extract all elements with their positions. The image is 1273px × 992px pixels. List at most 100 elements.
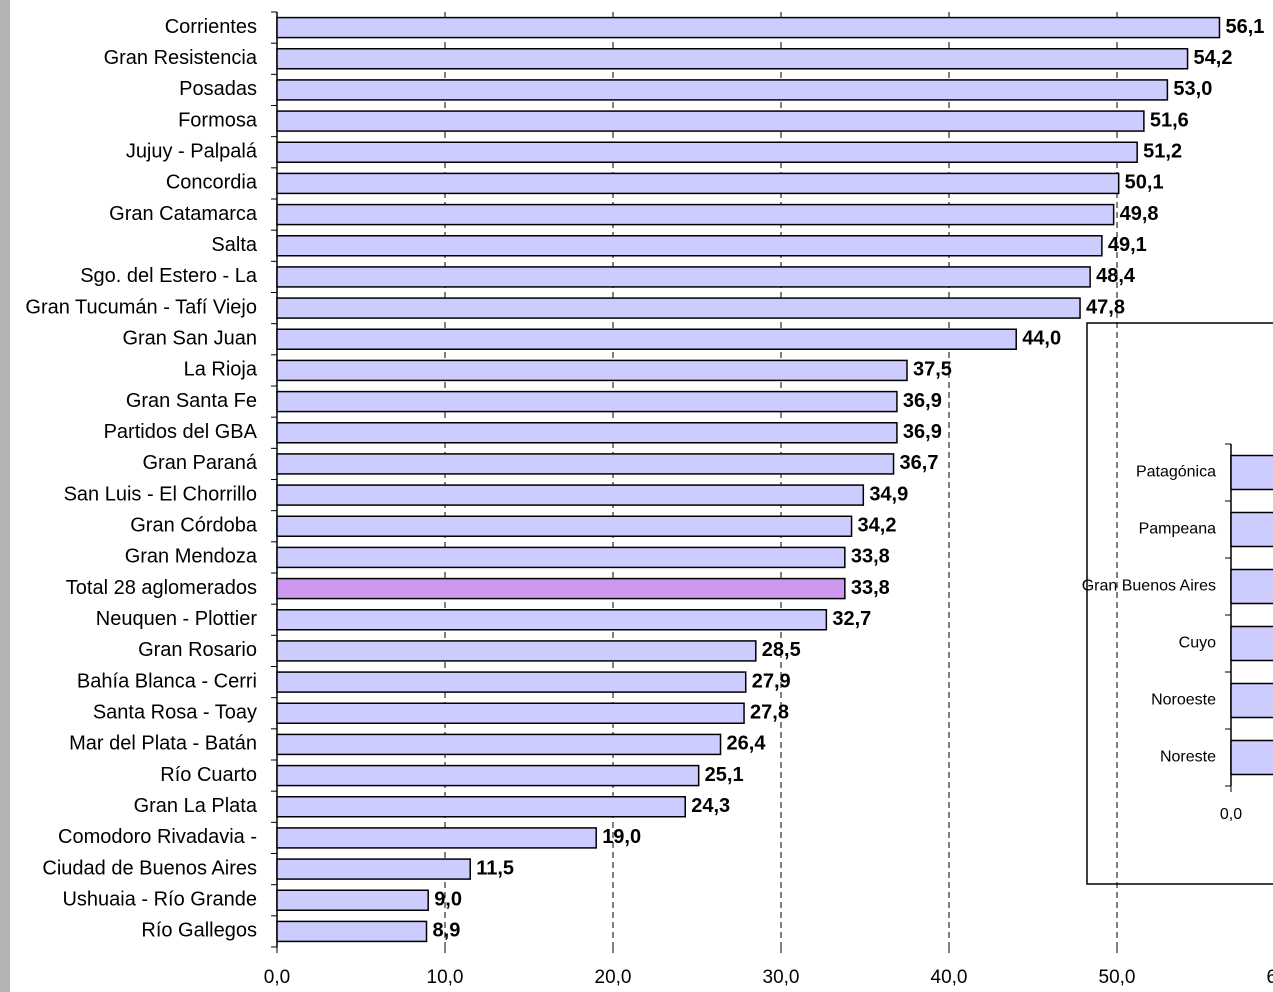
x-tick-label: 40,0 [931,967,968,988]
value-label: 56,1 [1225,16,1264,38]
side-strip [0,0,10,992]
x-tick-label: 30,0 [763,967,800,988]
category-label: Gran Rosario [138,639,257,661]
category-label: Gran Catamarca [109,203,258,225]
bar [276,702,745,724]
value-label: 54,2 [1194,47,1233,69]
bar [1230,739,1273,776]
category-label: Noroeste [1151,692,1216,709]
x-tick-label: 10,0 [427,967,464,988]
bar [276,453,895,475]
bar [276,48,1189,70]
value-label: 48,4 [1096,265,1136,287]
bar [276,422,898,444]
category-label: Río Cuarto [160,764,257,786]
category-label: Gran Santa Fe [126,390,257,412]
category-label: Ushuaia - Río Grande [62,889,257,911]
bar [276,266,1091,288]
bar [276,609,828,631]
value-label: 47,8 [1086,296,1125,318]
bar [276,16,1221,39]
value-label: 25,1 [705,764,744,786]
bar [276,546,846,569]
category-label: Gran La Plata [134,795,258,817]
bar [276,640,757,662]
value-label: 50,1 [1125,172,1164,194]
category-label: Gran Córdoba [130,515,258,537]
category-label: Gran Buenos Aires [1082,578,1216,595]
x-tick-label: 50,0 [1099,967,1136,988]
bar [276,671,747,693]
x-tick-label: 0,0 [264,967,290,988]
category-label: Comodoro Rivadavia - [58,826,257,848]
category-label: Cuyo [1179,635,1216,652]
value-label: 36,9 [903,421,942,443]
value-label: 27,9 [752,670,791,692]
bar [276,110,1145,132]
category-label: Noreste [1160,749,1216,766]
value-label: 49,8 [1120,203,1159,225]
bar [276,577,846,600]
bar [276,235,1103,257]
value-label: 26,4 [727,733,767,755]
bar [276,203,1115,226]
bar [276,79,1169,101]
bar [276,733,722,756]
value-label: 8,9 [433,920,461,942]
bar [276,827,597,849]
value-label: 9,0 [434,889,462,911]
category-label: Pampeana [1139,521,1216,538]
value-label: 44,0 [1022,328,1061,350]
bar [276,484,865,506]
value-label: 36,9 [903,390,942,412]
bar [276,297,1081,319]
bar [276,796,686,818]
category-label: Formosa [178,109,258,131]
value-label: 37,5 [913,359,952,381]
category-label: Patagónica [1136,464,1216,481]
value-label: 19,0 [602,826,641,848]
bar [276,920,428,943]
value-label: 49,1 [1108,234,1147,256]
value-label: 51,6 [1150,109,1189,131]
value-label: 24,3 [691,795,730,817]
category-label: Gran Mendoza [125,546,258,568]
bar [276,889,429,911]
category-label: Partidos del GBA [104,421,258,443]
category-label: Jujuy - Palpalá [126,141,258,163]
category-label: Santa Rosa - Toay [93,702,257,724]
bar [1230,625,1273,662]
value-label: 33,8 [851,577,890,599]
category-label: Ciudad de Buenos Aires [42,857,257,879]
x-tick-label: 0,0 [1220,806,1242,823]
category-label: Gran Tucumán - Tafí Viejo [25,296,257,318]
category-label: Gran San Juan [122,328,257,350]
bar [1230,568,1273,605]
bar [1230,511,1273,548]
category-label: Neuquen - Plottier [96,608,258,630]
bar [276,328,1017,350]
category-label: Posadas [179,78,257,100]
category-label: Sgo. del Estero - La [80,265,258,287]
bar [276,858,471,880]
bar [276,172,1120,195]
x-tick-label: 20,0 [595,967,632,988]
value-label: 32,7 [832,608,871,630]
value-label: 51,2 [1143,141,1182,163]
x-tick-label: 60,0 [1267,967,1273,988]
category-label: San Luis - El Chorrillo [64,483,257,505]
value-label: 33,8 [851,546,890,568]
value-label: 53,0 [1173,78,1212,100]
bar [276,390,898,413]
value-label: 36,7 [900,452,939,474]
category-label: Concordia [166,172,258,194]
category-label: Gran Paraná [142,452,257,474]
category-label: Gran Resistencia [104,47,258,69]
category-label: Salta [211,234,257,256]
category-label: Río Gallegos [141,920,257,942]
category-label: Total 28 aglomerados [66,577,257,599]
bar [276,515,853,537]
bar [1230,682,1273,719]
